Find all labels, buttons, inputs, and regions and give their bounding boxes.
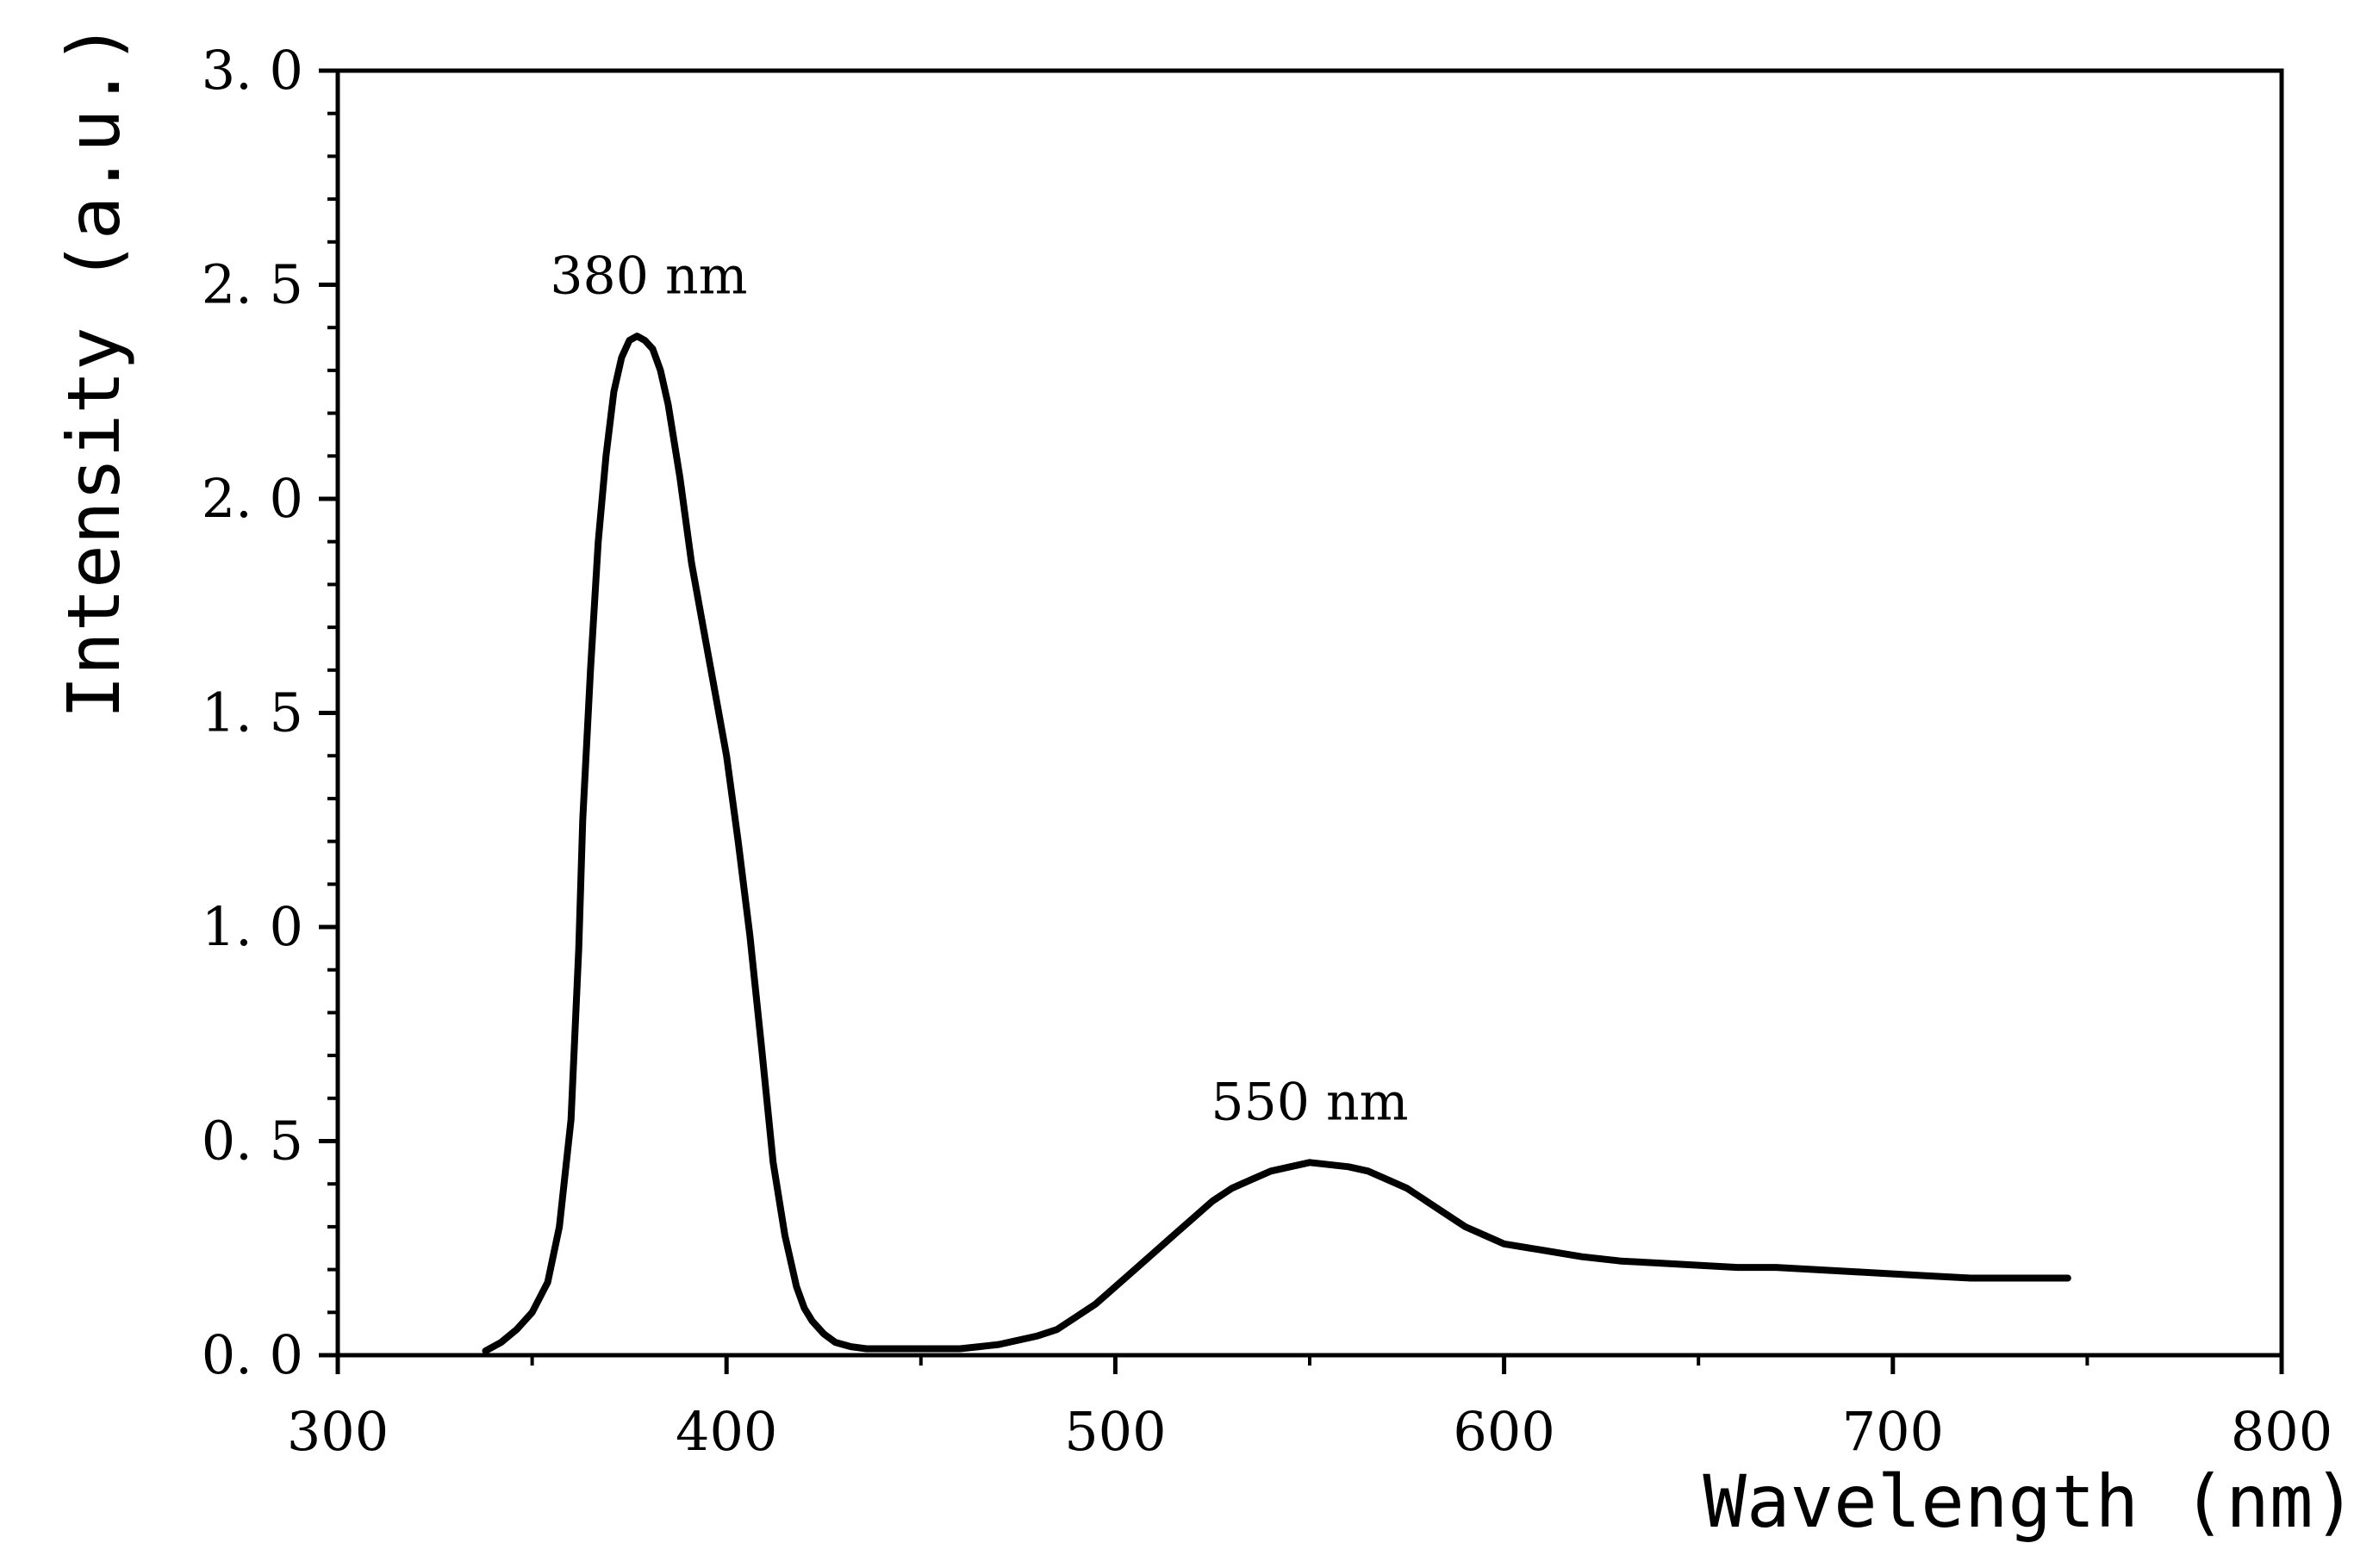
y-tick-label: 2. 5 — [202, 253, 303, 316]
x-tick-label: 600 — [1453, 1400, 1554, 1463]
annotation-layer: 380 nm 550 nm — [550, 246, 1408, 1132]
x-axis-ticks: 300 400 500 600 700 800 — [287, 1355, 2332, 1463]
x-tick-label: 300 — [287, 1400, 389, 1463]
y-axis-title: Intensity (a.u.) — [52, 22, 136, 719]
x-tick-label: 700 — [1842, 1400, 1944, 1463]
x-tick-label: 400 — [676, 1400, 777, 1463]
y-axis-ticks: 0. 0 0. 5 1. 0 1. 5 2. 0 2. 5 3. 0 — [202, 39, 338, 1386]
x-tick-label: 800 — [2231, 1400, 2332, 1463]
peak-annotation: 380 nm — [550, 246, 747, 306]
peak-annotation: 550 nm — [1211, 1073, 1408, 1133]
y-tick-label: 1. 0 — [202, 895, 303, 958]
y-tick-label: 1. 5 — [202, 681, 303, 744]
series-line-0 — [482, 333, 2071, 1354]
y-tick-label: 0. 0 — [202, 1323, 303, 1386]
y-tick-label: 2. 0 — [202, 467, 303, 530]
x-axis-title: Wavelength (nm) — [1703, 1459, 2357, 1544]
series-layer — [482, 333, 2071, 1354]
y-tick-label: 0. 5 — [202, 1110, 303, 1173]
y-tick-label: 3. 0 — [202, 39, 303, 102]
x-tick-label: 500 — [1064, 1400, 1166, 1463]
